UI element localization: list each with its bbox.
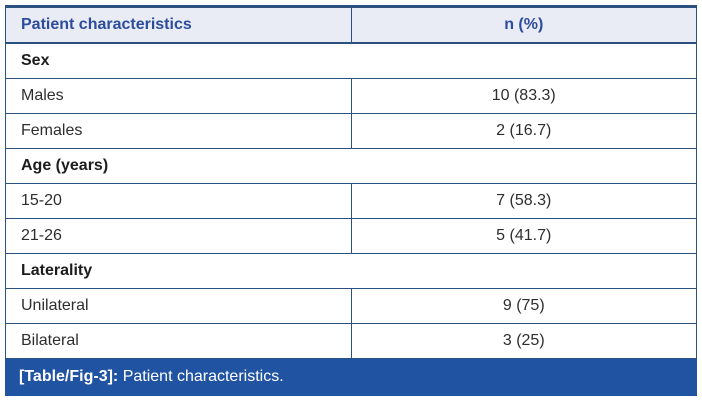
table-row-unilateral: Unilateral 9 (75) [5,288,697,324]
table-row-21-26: 21-26 5 (41.7) [5,218,697,254]
section-title: Sex [5,42,697,79]
row-label: 15-20 [5,183,352,219]
table-header-row: Patient characteristics n (%) [5,6,697,44]
row-value: 9 (75) [350,288,697,324]
row-label: Unilateral [5,288,352,324]
table-row-bilateral: Bilateral 3 (25) [5,323,697,359]
section-row-sex: Sex [5,42,697,79]
row-value: 2 (16.7) [350,113,697,149]
column-header-n-percent: n (%) [350,6,697,44]
section-title: Age (years) [5,148,697,184]
table-caption-tag: [Table/Fig-3]: [19,368,119,385]
section-row-age: Age (years) [5,148,697,184]
row-value: 5 (41.7) [350,218,697,254]
table-caption: [Table/Fig-3]: Patient characteristics. [5,359,697,396]
row-value: 10 (83.3) [350,78,697,114]
table-row-males: Males 10 (83.3) [5,78,697,114]
table-row-females: Females 2 (16.7) [5,113,697,149]
row-label: Males [5,78,352,114]
table-row-15-20: 15-20 7 (58.3) [5,183,697,219]
row-label: Females [5,113,352,149]
row-value: 3 (25) [350,323,697,359]
table-caption-text: Patient characteristics. [122,368,284,385]
row-label: Bilateral [5,323,352,359]
row-value: 7 (58.3) [350,183,697,219]
row-label: 21-26 [5,218,352,254]
column-header-patient-characteristics: Patient characteristics [5,6,352,44]
patient-characteristics-table: Patient characteristics n (%) Sex Males … [5,5,697,359]
section-title: Laterality [5,253,697,289]
section-row-laterality: Laterality [5,253,697,289]
